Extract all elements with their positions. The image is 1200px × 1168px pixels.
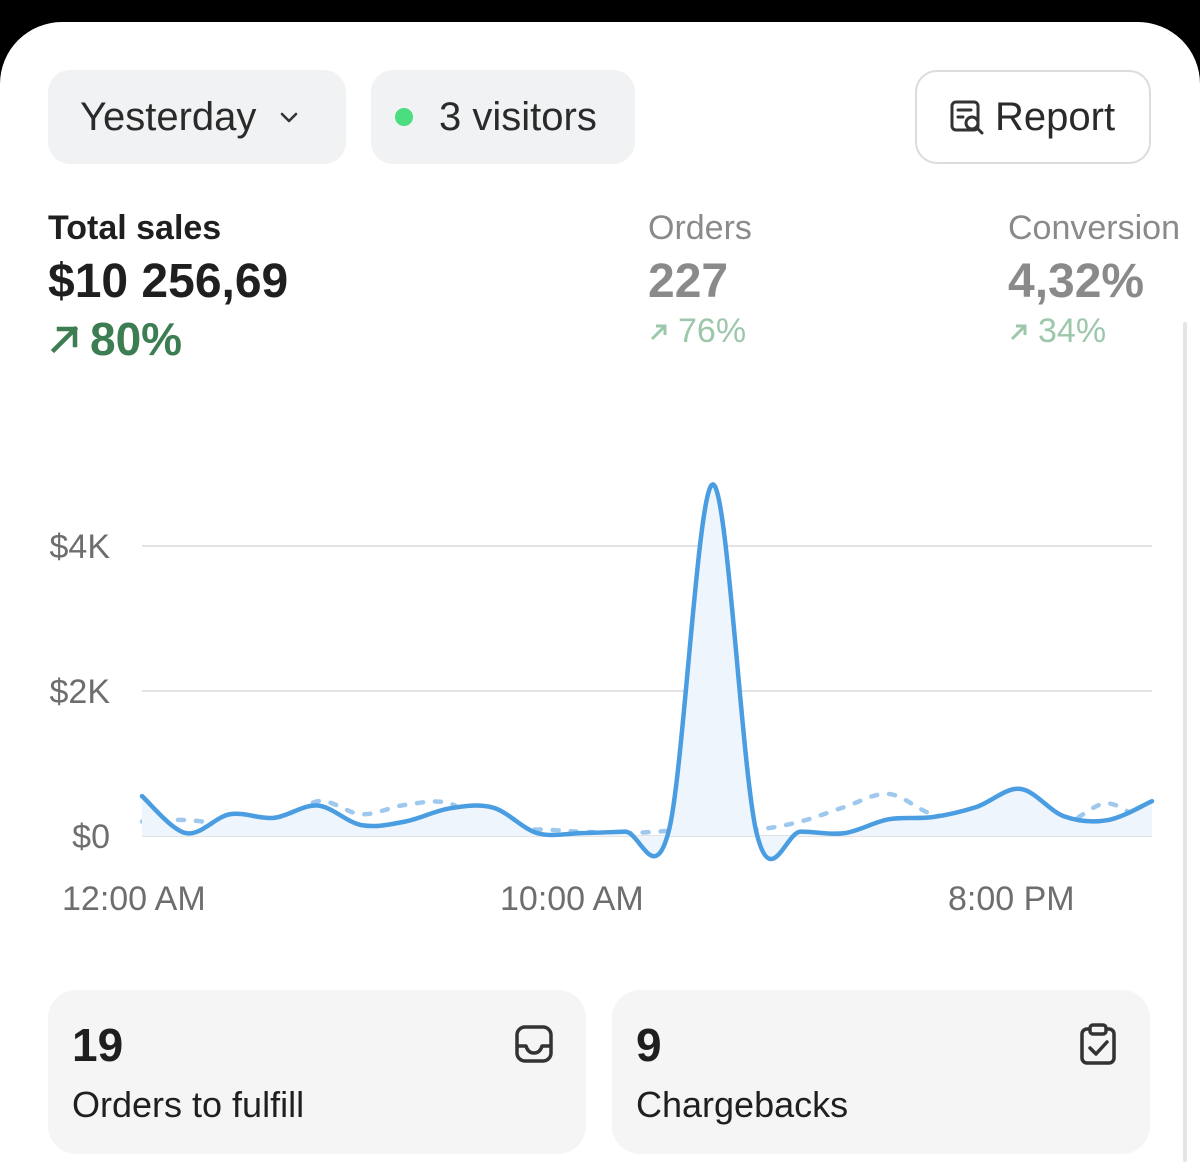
total-sales-label: Total sales [48,209,222,247]
x-tick-label: 12:00 AM [62,880,206,918]
arrow-up-right-icon [650,324,667,340]
status-bar-edge [0,0,1200,22]
live-status-dot-icon [395,108,413,126]
sales-series-line [139,482,1155,862]
chevron-down-icon [281,112,298,123]
orders-to-fulfill-label: Orders to fulfill [72,1084,305,1125]
orders-value: 227 [648,255,729,308]
y-tick-label: $4K [50,528,111,566]
y-tick-label: $0 [72,818,110,856]
visitors-label: 3 visitors [439,94,597,139]
arrow-up-right-icon [1010,324,1027,340]
conversion-delta: 34% [1038,312,1107,350]
scrollbar[interactable] [1183,322,1187,1162]
clipboard-check-icon [1080,1023,1116,1065]
orders-label: Orders [648,209,752,247]
chargebacks-label: Chargebacks [636,1084,849,1125]
x-tick-label: 8:00 PM [948,880,1075,918]
y-tick-label: $2K [50,673,111,711]
conversion-label: Conversion [1008,209,1180,247]
inbox-icon [515,1025,553,1063]
sales-line-chart: $0 $2K $4K 12:00 AM 10:00 AM 8:00 PM [50,482,1155,918]
date-range-dropdown[interactable]: Yesterday [48,70,346,164]
total-sales-value: $10 256,69 [48,255,289,308]
live-visitors-button[interactable]: 3 visitors [371,70,635,164]
total-sales-delta: 80% [90,313,183,365]
x-tick-label: 10:00 AM [500,880,644,918]
metric-total-sales[interactable]: Total sales $10 256,69 80% [48,208,288,366]
orders-to-fulfill-tile[interactable]: 19 Orders to fulfill [48,990,586,1154]
conversion-value: 4,32% [1008,255,1145,308]
report-button[interactable]: Report [915,70,1151,164]
metric-conversion[interactable]: Conversion 4,32% 34% [1008,208,1180,351]
orders-delta: 76% [678,312,747,350]
chargebacks-count: 9 [636,1019,662,1071]
sales-area-fill [142,484,1152,860]
orders-to-fulfill-count: 19 [72,1019,124,1071]
dashboard-card: Yesterday 3 visitors Report Total sales … [0,22,1200,1168]
date-range-label: Yesterday [80,94,257,139]
arrow-up-right-icon [50,325,79,354]
metric-orders[interactable]: Orders 227 76% [648,208,752,351]
chargebacks-tile[interactable]: 9 Chargebacks [612,990,1150,1154]
report-label: Report [995,94,1116,139]
report-search-icon [950,100,984,135]
